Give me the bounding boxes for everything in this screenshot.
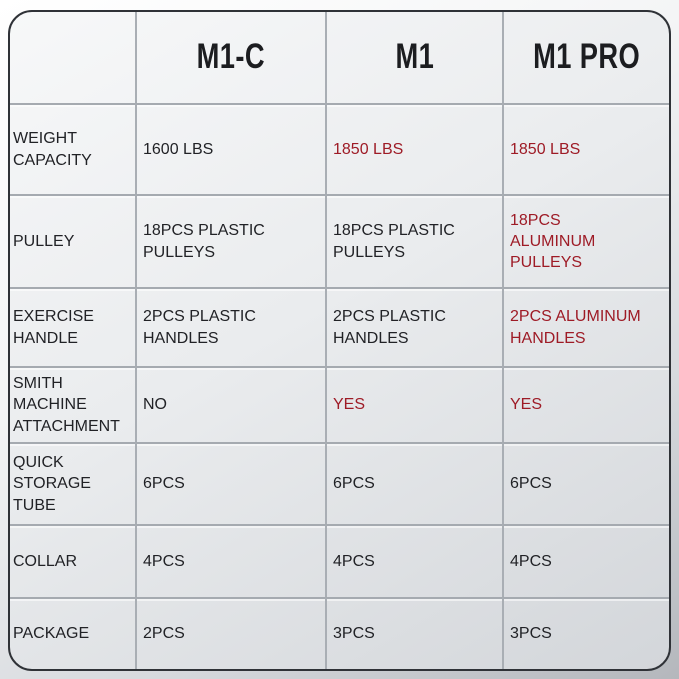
comparison-grid: M1-C M1 M1 PRO WEIGHT CAPACITY 1600 LBS … [10,12,669,669]
cell-smith-machine-m1: YES [325,366,502,442]
row-label-smith-machine-attachment: SMITH MACHINE ATTACHMENT [10,366,135,442]
cell-weight-capacity-m1: 1850 LBS [325,103,502,194]
comparison-table-card: M1-C M1 M1 PRO WEIGHT CAPACITY 1600 LBS … [8,10,671,671]
column-header-m1: M1 [325,12,502,103]
cell-exercise-handle-m1: 2PCS PLASTIC HANDLES [325,287,502,366]
cell-weight-capacity-m1-c: 1600 LBS [135,103,325,194]
cell-collar-m1-pro: 4PCS [502,524,669,597]
cell-smith-machine-m1-pro: YES [502,366,669,442]
cell-smith-machine-m1-c: NO [135,366,325,442]
corner-cell [10,12,135,103]
cell-exercise-handle-m1-pro: 2PCS ALUMINUM HANDLES [502,287,669,366]
row-label-weight-capacity: WEIGHT CAPACITY [10,103,135,194]
row-label-collar: COLLAR [10,524,135,597]
column-header-m1-c-label: M1-C [196,37,266,77]
cell-collar-m1-c: 4PCS [135,524,325,597]
column-header-m1-c: M1-C [135,12,325,103]
cell-pulley-m1-c: 18PCS PLASTIC PULLEYS [135,194,325,287]
row-label-package: PACKAGE [10,597,135,669]
column-header-m1-pro-label: M1 PRO [532,37,641,77]
cell-quick-storage-m1-pro: 6PCS [502,442,669,524]
cell-quick-storage-m1-c: 6PCS [135,442,325,524]
row-label-pulley: PULLEY [10,194,135,287]
column-header-m1-label: M1 [395,37,434,77]
cell-package-m1-c: 2PCS [135,597,325,669]
cell-pulley-m1-pro: 18PCS ALUMINUM PULLEYS [502,194,669,287]
cell-quick-storage-m1: 6PCS [325,442,502,524]
row-label-exercise-handle: EXERCISE HANDLE [10,287,135,366]
cell-pulley-m1: 18PCS PLASTIC PULLEYS [325,194,502,287]
cell-package-m1: 3PCS [325,597,502,669]
row-label-quick-storage-tube: QUICK STORAGE TUBE [10,442,135,524]
cell-collar-m1: 4PCS [325,524,502,597]
cell-exercise-handle-m1-c: 2PCS PLASTIC HANDLES [135,287,325,366]
column-header-m1-pro: M1 PRO [502,12,669,103]
cell-package-m1-pro: 3PCS [502,597,669,669]
cell-weight-capacity-m1-pro: 1850 LBS [502,103,669,194]
